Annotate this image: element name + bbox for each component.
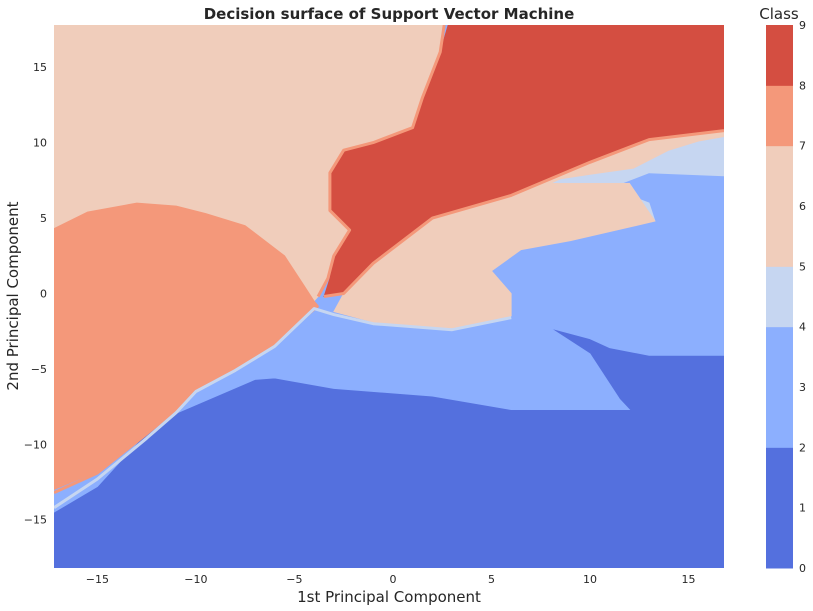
- colorbar-tick-label: 4: [799, 321, 806, 334]
- colorbar: 0 1 2 3 4 5 6 7 8 9: [766, 19, 806, 575]
- decision-boundaries: [54, 25, 724, 509]
- y-tick-label: 10: [33, 137, 47, 150]
- x-tick-label: 15: [682, 573, 696, 586]
- colorbar-segment: [766, 326, 793, 388]
- colorbar-tick-label: 0: [799, 562, 806, 575]
- y-tick-label: −15: [24, 514, 47, 527]
- y-axis-ticks: −15 −10 −5 0 5 10 15: [24, 61, 47, 527]
- colorbar-segment: [766, 507, 793, 569]
- chart-title: Decision surface of Support Vector Machi…: [204, 5, 575, 23]
- colorbar-segment: [766, 206, 793, 267]
- boundary-line: [323, 129, 724, 298]
- colorbar-tick-label: 6: [799, 200, 806, 213]
- y-tick-label: 15: [33, 61, 47, 74]
- colorbar-tick-label: 2: [799, 441, 806, 454]
- boundary-line: [316, 25, 446, 298]
- colorbar-segment: [766, 266, 793, 328]
- x-tick-label: −5: [286, 573, 302, 586]
- colorbar-segment: [766, 25, 793, 86]
- y-tick-label: 0: [40, 287, 47, 300]
- colorbar-segment: [766, 387, 793, 448]
- x-axis-ticks: −15 −10 −5 0 5 10 15: [86, 573, 696, 586]
- x-axis-label: 1st Principal Component: [297, 588, 481, 606]
- colorbar-tick-label: 1: [799, 502, 806, 515]
- colorbar-tick-label: 9: [799, 19, 806, 32]
- colorbar-tick-label: 7: [799, 140, 806, 153]
- colorbar-tick-label: 3: [799, 381, 806, 394]
- x-tick-label: 10: [583, 573, 597, 586]
- x-tick-label: 5: [488, 573, 495, 586]
- x-tick-label: −10: [184, 573, 207, 586]
- decision-regions: [54, 25, 724, 568]
- y-axis-label: 2nd Principal Component: [4, 201, 22, 390]
- boundary-line: [54, 304, 320, 494]
- colorbar-segment: [766, 145, 793, 207]
- x-tick-label: −15: [86, 573, 109, 586]
- colorbar-segment: [766, 447, 793, 509]
- boundary-line: [54, 307, 512, 509]
- colorbar-title: Class: [759, 5, 799, 23]
- y-tick-label: 5: [40, 212, 47, 225]
- y-tick-label: −5: [31, 363, 47, 376]
- x-tick-label: 0: [389, 573, 396, 586]
- y-tick-label: −10: [24, 438, 47, 451]
- colorbar-segment: [766, 85, 793, 147]
- colorbar-tick-label: 8: [799, 79, 806, 92]
- colorbar-tick-label: 5: [799, 260, 806, 273]
